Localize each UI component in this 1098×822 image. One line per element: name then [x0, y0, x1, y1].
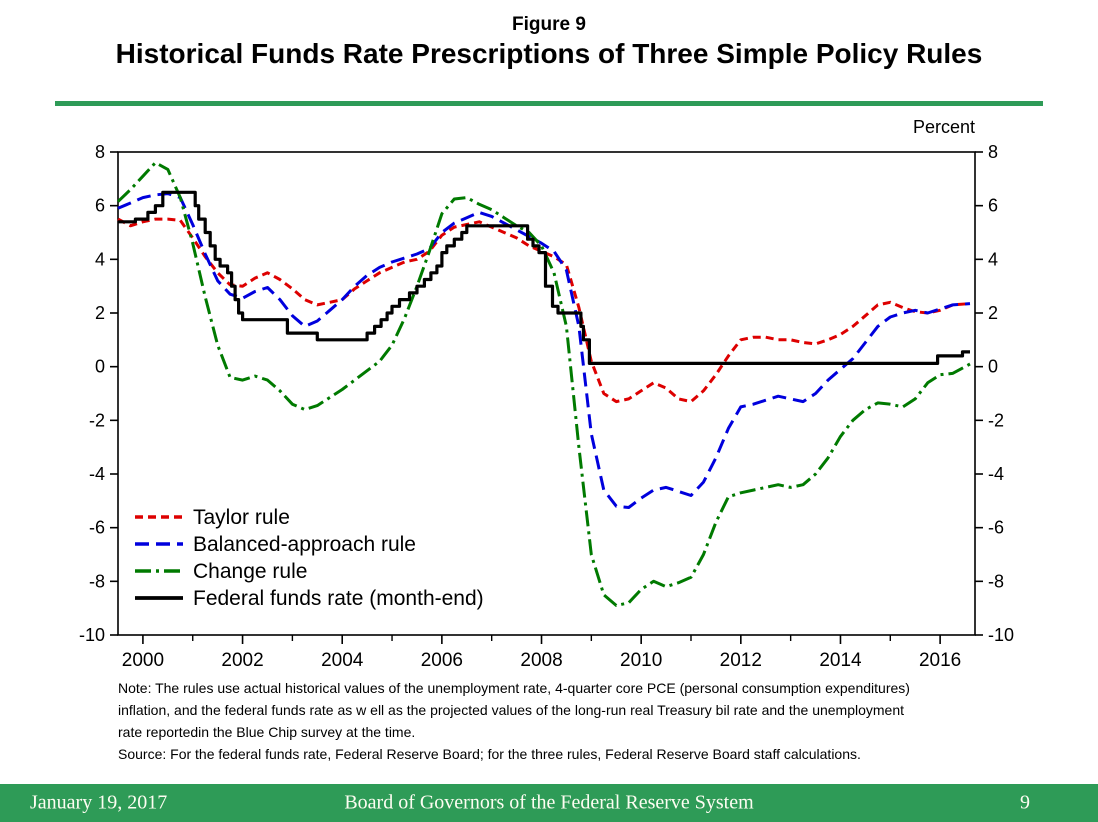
- title-divider: [55, 101, 1043, 106]
- y-tick-label-left: 2: [95, 303, 105, 323]
- legend-label-balanced-approach-rule: Balanced-approach rule: [193, 533, 416, 556]
- y-axis-unit-label: Percent: [912, 117, 975, 137]
- footer-bar: January 19, 2017 Board of Governors of t…: [0, 784, 1098, 822]
- line-chart: -10 -10 -8 -8 -6 -6 -4 -4 -2 -2 0 0 2 2 4 4 6 6 8 8 2000 2002…: [79, 142, 1014, 671]
- y-tick-label-right: -4: [988, 464, 1004, 484]
- x-tick-label: 2006: [421, 650, 463, 671]
- y-tick-label-left: 0: [95, 357, 105, 377]
- y-tick-label-left: -6: [89, 518, 105, 538]
- x-tick-label: 2002: [221, 650, 263, 671]
- figure-label: Figure 9: [512, 14, 586, 35]
- series-line-balanced-approach-rule: [117, 192, 971, 509]
- legend-label-federal-funds-rate-month-end: Federal funds rate (month-end): [193, 587, 484, 610]
- note-line-1: Note: The rules use actual historical va…: [118, 680, 910, 696]
- y-tick-label-right: -8: [988, 571, 1004, 591]
- legend-label-taylor-rule: Taylor rule: [193, 506, 290, 529]
- series-line-taylor-rule: [117, 217, 971, 404]
- y-tick-label-left: -4: [89, 464, 105, 484]
- note-line-3: rate reportedin the Blue Chip survey at …: [118, 724, 416, 740]
- source-line: Source: For the federal funds rate, Fede…: [118, 746, 861, 762]
- page-title: Historical Funds Rate Prescriptions of T…: [115, 38, 983, 69]
- y-tick-label-left: -10: [79, 625, 105, 645]
- y-tick-label-right: 2: [988, 303, 998, 323]
- series-line-change-rule: [116, 161, 971, 607]
- x-tick-label: 2012: [720, 650, 762, 671]
- x-tick-label: 2010: [620, 650, 662, 671]
- y-tick-label-right: -6: [988, 518, 1004, 538]
- x-tick-label: 2008: [520, 650, 562, 671]
- y-tick-label-left: -2: [89, 410, 105, 430]
- x-tick-label: 2004: [321, 650, 364, 671]
- y-tick-label-right: 0: [988, 357, 998, 377]
- y-tick-label-right: 6: [988, 196, 998, 216]
- x-tick-label: 2014: [819, 650, 862, 671]
- y-tick-label-right: -10: [988, 625, 1014, 645]
- series-line-federal-funds-rate-month-end: [118, 190, 970, 365]
- x-tick-label: 2016: [919, 650, 961, 671]
- y-tick-label-right: -2: [988, 410, 1004, 430]
- y-tick-label-left: 6: [95, 196, 105, 216]
- chart-note: Note: The rules use actual historical va…: [118, 677, 998, 765]
- y-tick-label-left: -8: [89, 571, 105, 591]
- footer-date: January 19, 2017: [30, 791, 168, 814]
- plot-border: [117, 151, 976, 636]
- y-tick-label-left: 4: [95, 249, 105, 269]
- legend-label-change-rule: Change rule: [193, 560, 307, 583]
- footer-page-number: 9: [1020, 791, 1030, 814]
- y-tick-label-right: 4: [988, 249, 998, 269]
- footer-org: Board of Governors of the Federal Reserv…: [344, 791, 754, 814]
- x-tick-label: 2000: [122, 650, 164, 671]
- y-tick-label-left: 8: [95, 142, 105, 162]
- note-line-2: inflation, and the federal funds rate as…: [118, 702, 905, 718]
- y-tick-label-right: 8: [988, 142, 998, 162]
